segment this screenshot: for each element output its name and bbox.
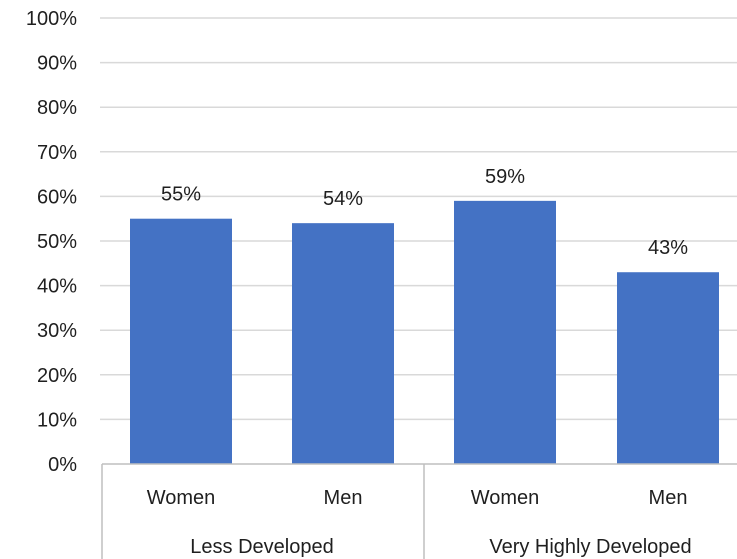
bar (454, 200, 556, 465)
y-tick-label: 70% (37, 142, 77, 164)
y-axis-tick-labels: 0% 10% 20% 30% 40% 50% 60% 70% 80% 90% 100% (26, 8, 77, 476)
data-label: 59% (485, 166, 525, 188)
category-label: Men (649, 487, 688, 509)
y-tick-label: 60% (37, 186, 77, 208)
bars (130, 200, 719, 465)
category-label: Women (147, 487, 216, 509)
y-tick-label: 100% (26, 8, 77, 30)
data-label: 55% (161, 184, 201, 206)
y-tick-label: 0% (48, 454, 77, 476)
data-label: 54% (323, 188, 363, 210)
y-tick-label: 50% (37, 231, 77, 253)
y-tick-label: 90% (37, 53, 77, 75)
bar (292, 223, 394, 464)
bar (617, 272, 719, 464)
data-label: 43% (648, 237, 688, 259)
y-tick-label: 80% (37, 97, 77, 119)
data-labels: 55% 54% 59% 43% (161, 166, 688, 259)
y-tick-label: 20% (37, 365, 77, 387)
category-axis (101, 463, 737, 559)
group-label: Less Developed (190, 536, 333, 558)
category-label: Men (324, 487, 363, 509)
group-label: Very Highly Developed (489, 536, 691, 558)
category-labels: Women Men Women Men (147, 487, 688, 509)
category-label: Women (471, 487, 540, 509)
group-labels: Less Developed Very Highly Developed (190, 536, 691, 558)
y-tick-label: 10% (37, 409, 77, 431)
y-tick-label: 30% (37, 320, 77, 342)
bar (130, 218, 232, 464)
y-tick-label: 40% (37, 276, 77, 298)
